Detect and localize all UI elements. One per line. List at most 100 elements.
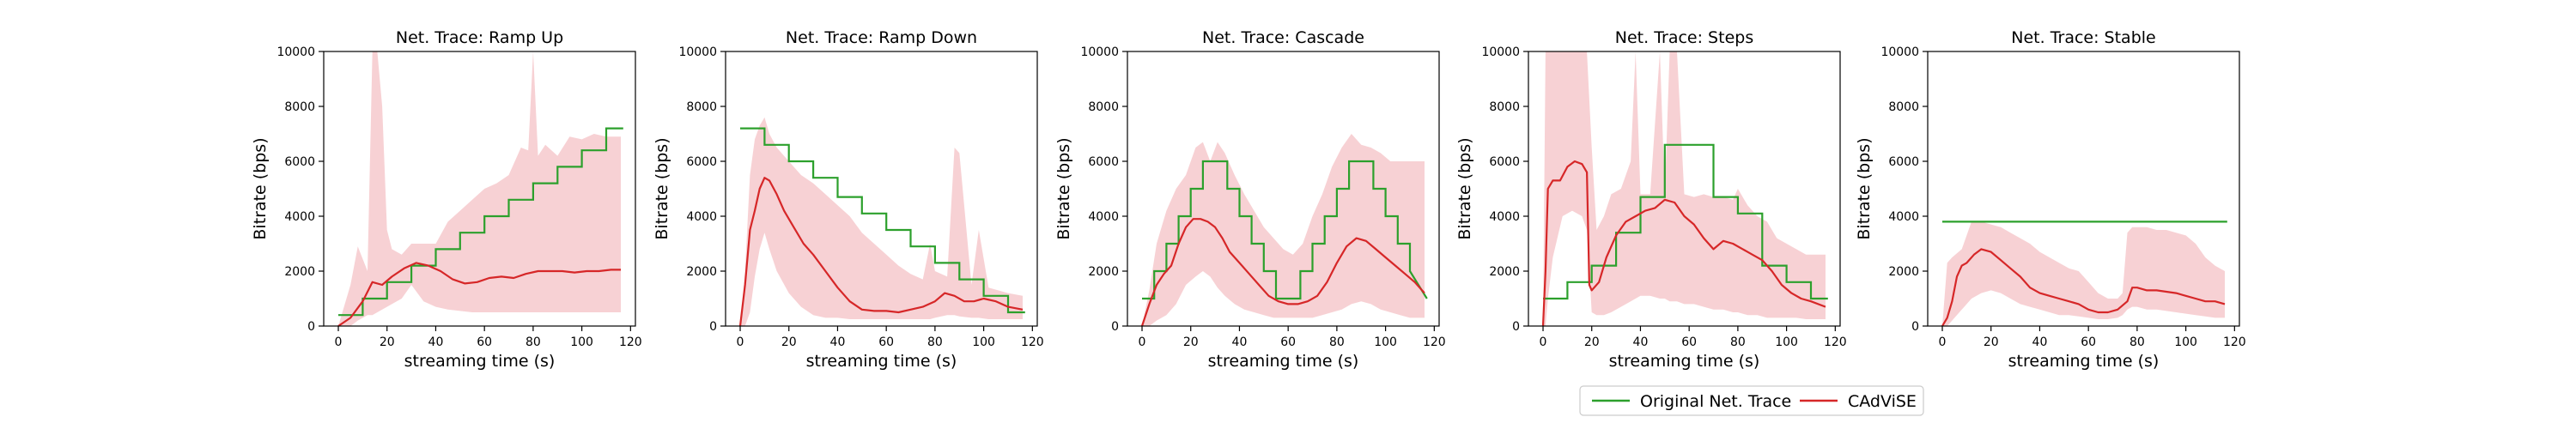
chart-panel: 0 20 40 60 80 100 120 0 2000 4000 6000 8000 10000 Net… [1855,28,2246,371]
y-tick-label: 10000 [1880,45,1919,59]
x-tick-label: 0 [1540,335,1547,349]
y-tick-label: 4000 [1489,210,1520,224]
y-axis-label: Bitrate (bps) [251,137,270,239]
x-tick-label: 20 [380,335,395,349]
y-axis-label: Bitrate (bps) [1455,137,1474,239]
y-tick-label: 4000 [686,210,717,224]
chart-panel: 0 20 40 60 80 100 120 0 2000 4000 6000 8000 10000 Net… [653,28,1044,371]
x-tick-label: 120 [2223,335,2246,349]
chart-title: Net. Trace: Ramp Up [396,28,563,47]
chart-panel: 0 20 40 60 80 100 120 0 2000 4000 6000 8000 10000 Net… [1054,28,1446,371]
x-tick-label: 100 [2174,335,2197,349]
y-tick-label: 0 [1911,320,1919,334]
y-tick-label: 6000 [1489,155,1520,169]
series-cadvise-line [1541,160,1826,327]
y-tick-label: 6000 [686,155,717,169]
x-tick-label: 40 [428,335,444,349]
y-tick-label: 8000 [1489,100,1520,114]
y-tick-label: 2000 [1088,265,1119,279]
variance-band [1142,134,1425,326]
y-tick-label: 8000 [686,100,717,114]
y-tick-label: 8000 [1088,100,1119,114]
series-original-line [740,127,1025,314]
y-tick-label: 0 [307,320,315,334]
x-axis-label: streaming time (s) [1609,352,1760,371]
y-axis-label: Bitrate (bps) [1855,137,1874,239]
axes-frame [1528,51,1841,327]
y-tick-label: 2000 [1489,265,1520,279]
x-tick-label: 20 [1584,335,1600,349]
x-tick-label: 0 [335,335,343,349]
x-tick-label: 100 [1374,335,1397,349]
x-tick-label: 60 [878,335,894,349]
x-tick-label: 80 [1329,335,1345,349]
x-tick-label: 0 [1139,335,1146,349]
y-tick-label: 4000 [284,210,315,224]
y-tick-label: 6000 [1888,155,1919,169]
x-tick-label: 120 [1824,335,1847,349]
series-original-line [1543,143,1828,300]
x-tick-label: 80 [526,335,541,349]
x-tick-label: 40 [1633,335,1649,349]
series-original-line [338,127,623,317]
x-tick-label: 40 [1232,335,1248,349]
chart-panel: 0 20 40 60 80 100 120 0 2000 4000 6000 8000 10000 Net… [251,28,642,371]
y-axis-label: Bitrate (bps) [1054,137,1073,239]
x-axis-label: streaming time (s) [806,352,957,371]
x-tick-label: 120 [1021,335,1044,349]
y-tick-label: 0 [1111,320,1119,334]
x-tick-label: 100 [570,335,593,349]
legend: Original Net. Trace CAdViSE [1579,385,1924,416]
axes-frame [1927,51,2240,327]
variance-band [1543,51,1826,326]
x-axis-label: streaming time (s) [2008,352,2160,371]
chart-panels: 0 20 40 60 80 100 1200200040006000800010000Net… [251,28,2246,371]
x-tick-label: 20 [781,335,797,349]
y-tick-label: 0 [709,320,717,334]
axes-frame [323,51,636,327]
x-tick-label: 60 [2081,335,2096,349]
y-tick-label: 10000 [1481,45,1520,59]
series-cadvise-line [1941,248,2226,327]
chart-title: Net. Trace: Ramp Down [786,28,977,47]
y-tick-label: 8000 [284,100,315,114]
chart-title: Net. Trace: Cascade [1202,28,1364,47]
y-tick-label: 6000 [284,155,315,169]
axes-frame [725,51,1038,327]
variance-band [338,51,621,326]
x-tick-label: 60 [1681,335,1697,349]
y-tick-label: 8000 [1888,100,1919,114]
legend-label-original: Original Net. Trace [1640,392,1791,411]
y-tick-label: 10000 [678,45,717,59]
chart-title: Net. Trace: Steps [1615,28,1753,47]
x-axis-label: streaming time (s) [1208,352,1359,371]
y-tick-label: 4000 [1888,210,1919,224]
x-tick-label: 120 [1423,335,1446,349]
x-tick-label: 100 [972,335,995,349]
legend-label-cadvise: CAdViSE [1848,392,1917,411]
y-tick-label: 2000 [284,265,315,279]
variance-band [1942,221,2225,326]
x-tick-label: 20 [1984,335,1999,349]
x-tick-label: 100 [1775,335,1798,349]
y-tick-label: 6000 [1088,155,1119,169]
axes-frame [1127,51,1440,327]
x-tick-label: 80 [927,335,943,349]
x-tick-label: 40 [830,335,846,349]
x-tick-label: 0 [737,335,744,349]
x-tick-label: 60 [1280,335,1296,349]
x-tick-label: 40 [2032,335,2048,349]
y-tick-label: 10000 [1080,45,1119,59]
variance-band [740,117,1023,326]
series-original-line [1142,160,1428,300]
x-axis-label: streaming time (s) [404,352,556,371]
series-cadvise-line [738,177,1024,327]
y-tick-label: 10000 [276,45,315,59]
y-axis-label: Bitrate (bps) [653,137,671,239]
legend-box [1579,385,1924,416]
y-tick-label: 2000 [686,265,717,279]
x-tick-label: 80 [2129,335,2145,349]
series-cadvise-line [337,262,621,327]
x-tick-label: 120 [619,335,642,349]
